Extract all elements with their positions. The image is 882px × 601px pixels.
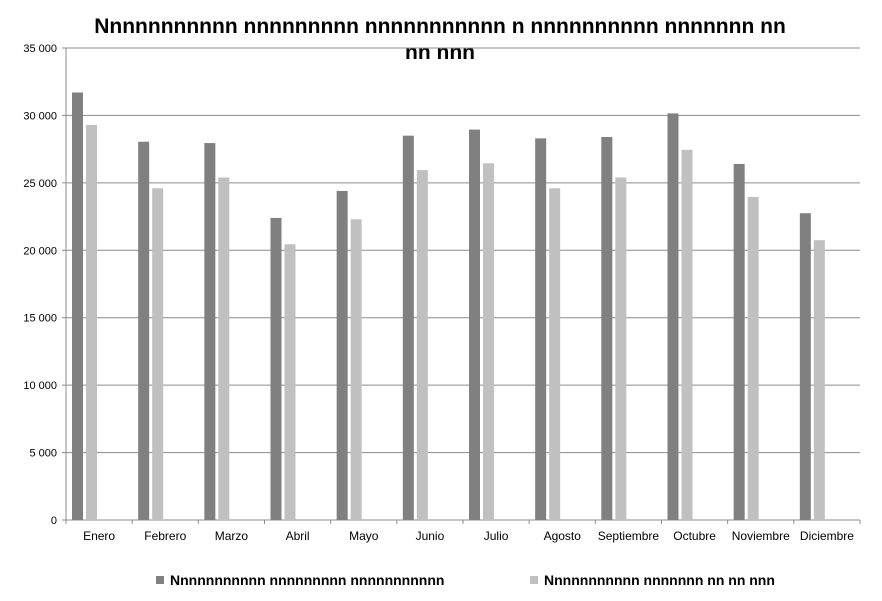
bar-series-1 [601,137,613,520]
bar-series-2 [813,240,825,520]
legend: Nnnnnnnnnnn nnnnnnnnn nnnnnnnnnnn Nnnnnn… [0,572,882,594]
x-tick-label: Diciembre [800,529,854,543]
y-tick-label: 30 000 [23,110,57,122]
y-tick-label: 0 [51,515,57,527]
bar-series-1 [138,141,150,520]
x-tick-label: Junio [416,529,445,543]
bar-series-2 [747,197,759,520]
bar-series-2 [86,124,97,521]
bar-series-2 [350,219,362,521]
y-tick-label: 25 000 [23,178,57,190]
bar-series-2 [284,244,296,520]
legend-item-series-2: Nnnnnnnnnnn nnnnnnn nn nn nnn [530,572,775,588]
legend-label-series-1: Nnnnnnnnnnn nnnnnnnnn nnnnnnnnnnn [170,572,445,588]
x-tick-label: Septiembre [598,529,660,543]
bar-series-1 [733,163,745,520]
y-tick-label: 35 000 [23,43,57,55]
x-tick-label: Agosto [544,529,582,543]
bar-series-1 [799,213,811,520]
x-tick-label: Marzo [215,529,249,543]
y-tick-label: 20 000 [23,245,57,257]
bar-series-1 [204,143,216,520]
bar-series-1 [535,138,547,520]
y-tick-label: 10 000 [23,380,57,392]
x-tick-label: Octubre [673,529,716,543]
y-tick-label: 15 000 [23,313,57,325]
bar-series-1 [667,113,679,521]
bar-series-2 [218,177,230,520]
x-tick-label: Julio [484,529,509,543]
bar-series-1 [72,92,83,520]
legend-swatch-series-1 [156,576,164,584]
legend-swatch-series-2 [530,576,538,584]
bar-series-2 [615,177,627,520]
legend-label-series-2: Nnnnnnnnnnn nnnnnnn nn nn nnn [544,572,775,588]
bar-series-2 [549,188,561,520]
x-tick-label: Abril [286,529,310,543]
x-tick-label: Enero [83,529,115,543]
bar-series-2 [681,149,693,520]
bar-series-1 [469,129,480,521]
x-tick-label: Febrero [144,529,186,543]
bar-series-1 [270,217,282,521]
bar-series-2 [483,163,494,520]
legend-item-series-1: Nnnnnnnnnnn nnnnnnnnn nnnnnnnnnnn [156,572,444,588]
bar-series-2 [152,188,164,520]
bar-series-1 [402,135,414,520]
bar-series-1 [336,190,348,520]
bar-series-2 [416,170,428,520]
chart-title: Nnnnnnnnnnn nnnnnnnnn nnnnnnnnnnn n nnnn… [94,15,786,64]
x-tick-label: Noviembre [732,529,790,543]
x-tick-label: Mayo [349,529,379,543]
y-tick-label: 5 000 [29,448,57,460]
